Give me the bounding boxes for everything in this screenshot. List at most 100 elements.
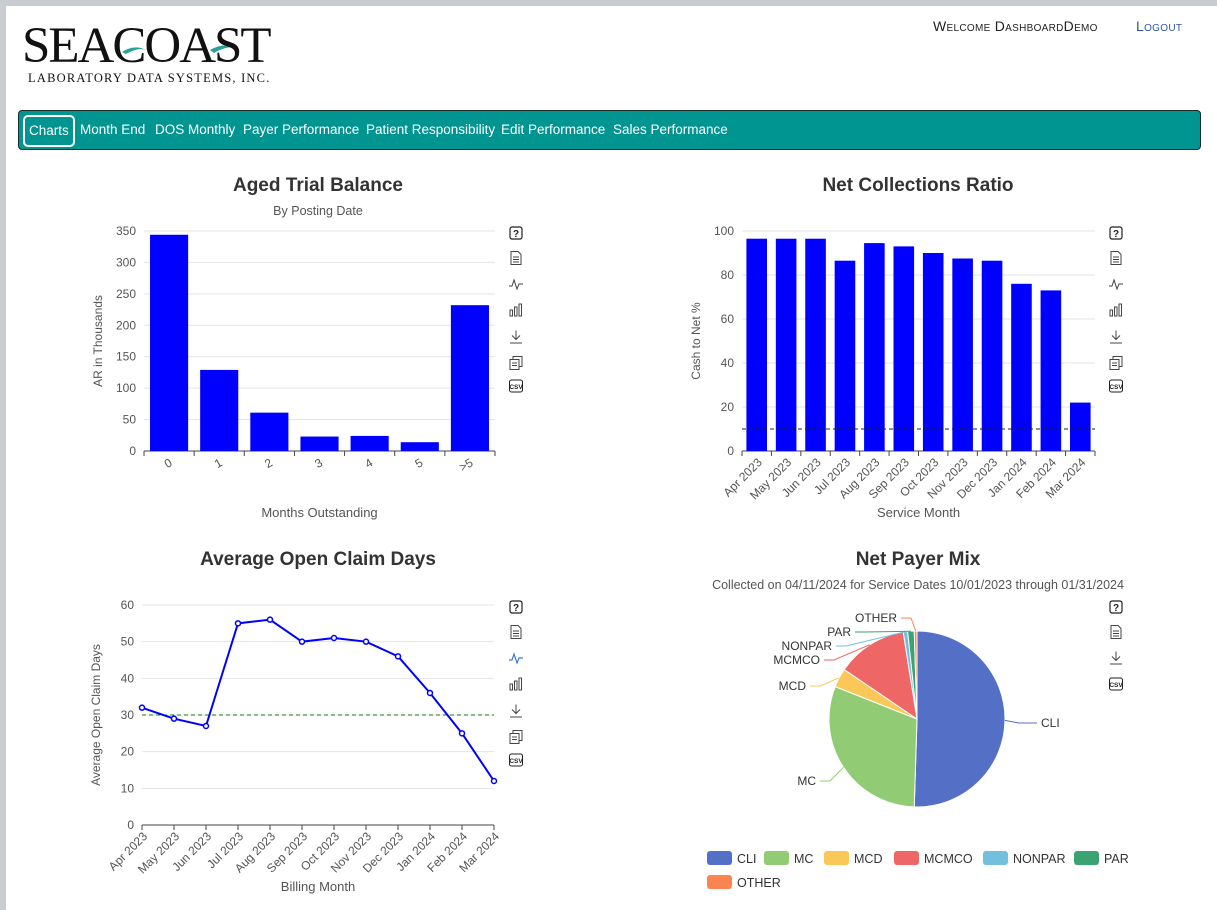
aocd-y-tick-label: 20 <box>121 745 135 759</box>
aocd-point <box>362 638 370 645</box>
ncr-y-tick-label: 100 <box>714 224 734 238</box>
npm-label-line <box>836 631 906 647</box>
download-icon[interactable] <box>508 703 524 719</box>
aged-x-tick-label: 5 <box>412 455 425 471</box>
aocd-point <box>266 616 274 623</box>
welcome-text: Welcome DashboardDemo <box>933 18 1098 34</box>
npm-slice-label: MCMCO <box>773 653 820 667</box>
csv-icon[interactable]: CSV <box>508 378 524 394</box>
aocd-x-axis-label: Billing Month <box>281 879 355 894</box>
aocd-point <box>490 777 498 785</box>
aocd-y-axis-label: Average Open Claim Days <box>89 644 103 786</box>
npm-slice-label: MC <box>797 774 816 788</box>
aged-y-tick-label: 50 <box>123 413 137 427</box>
csv-icon[interactable]: CSV <box>1108 378 1124 394</box>
npm-slice-label: PAR <box>827 625 851 639</box>
aocd-point <box>330 634 338 642</box>
aocd-y-tick-label: 50 <box>121 635 135 649</box>
aocd-y-tick-label: 10 <box>121 781 135 795</box>
ncr-y-tick-label: 80 <box>721 268 735 282</box>
npm-label-line <box>901 617 917 632</box>
aocd-point <box>426 689 434 697</box>
csv-icon[interactable]: CSV <box>508 752 524 768</box>
aocd-point <box>170 715 178 722</box>
aged-y-tick-label: 300 <box>116 255 136 269</box>
nav-item-month-end[interactable]: Month End <box>80 122 146 137</box>
aocd-point <box>234 620 242 627</box>
main-nav: Charts Month End DOS Monthly Payer Perfo… <box>18 110 1201 150</box>
ncr-bar <box>834 260 856 451</box>
ncr-bar <box>746 238 768 451</box>
download-icon[interactable] <box>1108 650 1124 666</box>
line-chart-icon[interactable] <box>508 650 524 666</box>
ncr-bar <box>775 238 797 451</box>
line-chart-icon[interactable] <box>1108 276 1124 292</box>
aocd-series-line <box>141 618 495 782</box>
logout-link[interactable]: Logout <box>1136 18 1183 34</box>
aged-y-tick-label: 100 <box>116 381 136 395</box>
ncr-bar <box>893 246 915 451</box>
help-icon[interactable]: ? <box>1108 599 1124 615</box>
data-view-icon[interactable] <box>508 250 524 266</box>
npm-legend-swatch <box>1074 851 1099 865</box>
aged-y-tick-label: 200 <box>116 318 136 332</box>
bar-chart-icon[interactable] <box>508 676 524 692</box>
aocd-y-tick-label: 0 <box>127 818 134 832</box>
aged-bar <box>350 435 389 451</box>
download-icon[interactable] <box>1108 329 1124 345</box>
npm-label-line <box>820 766 844 782</box>
data-view-icon[interactable] <box>508 624 524 640</box>
npm-legend-label: NONPAR <box>1013 852 1066 866</box>
ncr-y-tick-label: 0 <box>727 444 734 458</box>
aocd-point <box>394 653 402 660</box>
nav-item-dos-monthly[interactable]: DOS Monthly <box>155 122 236 137</box>
copy-icon[interactable] <box>508 355 524 371</box>
nav-item-charts[interactable]: Charts <box>23 115 75 147</box>
aged-x-tick-label: >5 <box>457 455 476 474</box>
logo-tagline: LABORATORY DATA SYSTEMS, INC. <box>28 71 271 85</box>
aged-y-tick-label: 250 <box>116 287 136 301</box>
nav-item-payer-performance[interactable]: Payer Performance <box>243 122 360 137</box>
nav-item-sales-performance[interactable]: Sales Performance <box>613 122 728 137</box>
npm-label-line <box>824 644 871 661</box>
copy-icon[interactable] <box>1108 355 1124 371</box>
npm-label-line <box>810 677 840 687</box>
aged-y-tick-label: 0 <box>129 444 136 458</box>
net-payer-mix-subtitle: Collected on 04/11/2024 for Service Date… <box>712 578 1124 592</box>
npm-legend-swatch <box>707 875 732 889</box>
aged-x-tick-label: 4 <box>362 455 375 471</box>
svg-text:CSV: CSV <box>509 758 523 765</box>
npm-legend-label: MCD <box>854 852 882 866</box>
line-chart-icon[interactable] <box>508 276 524 292</box>
npm-slice-label: NONPAR <box>782 639 833 653</box>
npm-slice-label: CLI <box>1041 716 1060 730</box>
nav-item-edit-performance[interactable]: Edit Performance <box>501 122 606 137</box>
help-icon[interactable]: ? <box>508 225 524 241</box>
seacoast-logo: SEACOAST LABORATORY DATA SYSTEMS, INC. <box>22 20 287 90</box>
aocd-point <box>138 704 146 711</box>
bar-chart-icon[interactable] <box>1108 302 1124 318</box>
npm-legend-label: MCMCO <box>924 852 973 866</box>
csv-icon[interactable]: CSV <box>1108 676 1124 692</box>
copy-icon[interactable] <box>508 729 524 745</box>
ncr-bar <box>952 258 973 451</box>
npm-legend-label: MC <box>794 852 813 866</box>
npm-label-line <box>855 630 911 633</box>
data-view-icon[interactable] <box>1108 624 1124 640</box>
aged-trial-balance-title: Aged Trial Balance <box>232 175 403 196</box>
average-open-claim-days-title: Average Open Claim Days <box>200 549 436 570</box>
ncr-bar <box>1011 283 1032 451</box>
aged-x-tick-label: 2 <box>262 455 275 471</box>
aged-bar <box>450 305 489 451</box>
npm-legend-label: OTHER <box>737 876 781 890</box>
download-icon[interactable] <box>508 329 524 345</box>
data-view-icon[interactable] <box>1108 250 1124 266</box>
nav-item-patient-responsibility[interactable]: Patient Responsibility <box>366 122 496 137</box>
bar-chart-icon[interactable] <box>508 302 524 318</box>
help-icon[interactable]: ? <box>508 599 524 615</box>
npm-legend-swatch <box>764 851 789 865</box>
aged-bar <box>300 436 339 451</box>
svg-text:CSV: CSV <box>1109 682 1123 689</box>
aged-x-axis-label: Months Outstanding <box>261 505 377 520</box>
help-icon[interactable]: ? <box>1108 225 1124 241</box>
